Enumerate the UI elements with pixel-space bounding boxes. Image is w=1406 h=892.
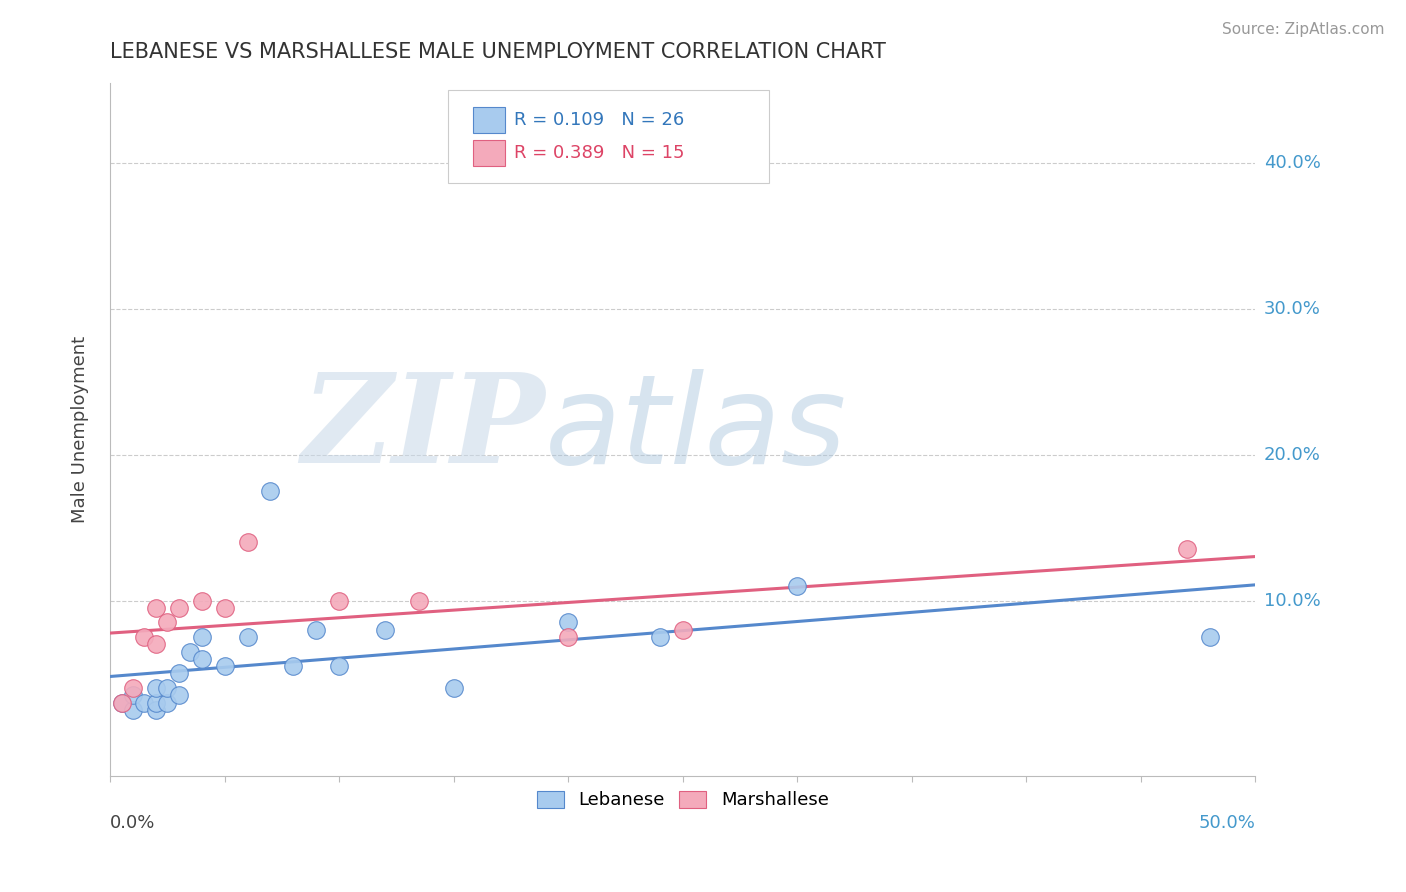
- Point: [156, 696, 179, 710]
- Text: R = 0.389   N = 15: R = 0.389 N = 15: [515, 144, 685, 161]
- Y-axis label: Male Unemployment: Male Unemployment: [72, 335, 89, 523]
- Point: [1175, 542, 1198, 557]
- Point: [156, 681, 179, 695]
- Point: [145, 696, 167, 710]
- Point: [1198, 630, 1220, 644]
- Text: LEBANESE VS MARSHALLESE MALE UNEMPLOYMENT CORRELATION CHART: LEBANESE VS MARSHALLESE MALE UNEMPLOYMEN…: [110, 42, 886, 62]
- Point: [236, 630, 259, 644]
- Text: 0.0%: 0.0%: [110, 814, 156, 832]
- Point: [122, 703, 145, 717]
- Point: [190, 593, 212, 607]
- Point: [167, 688, 190, 702]
- FancyBboxPatch shape: [474, 139, 505, 166]
- Point: [672, 623, 695, 637]
- Point: [145, 637, 167, 651]
- Point: [408, 593, 430, 607]
- Text: 50.0%: 50.0%: [1199, 814, 1256, 832]
- Point: [443, 681, 465, 695]
- Point: [214, 659, 236, 673]
- Point: [167, 600, 190, 615]
- Point: [122, 681, 145, 695]
- Point: [305, 623, 328, 637]
- Point: [179, 644, 201, 658]
- Point: [328, 593, 350, 607]
- Text: 20.0%: 20.0%: [1264, 446, 1320, 464]
- Point: [190, 652, 212, 666]
- Text: 40.0%: 40.0%: [1264, 154, 1320, 172]
- Point: [145, 681, 167, 695]
- Text: ZIP: ZIP: [301, 368, 546, 490]
- Point: [110, 696, 132, 710]
- Point: [145, 703, 167, 717]
- FancyBboxPatch shape: [449, 90, 769, 183]
- Point: [156, 615, 179, 630]
- Point: [374, 623, 396, 637]
- Point: [122, 688, 145, 702]
- Point: [236, 535, 259, 549]
- Point: [145, 600, 167, 615]
- Point: [214, 600, 236, 615]
- Point: [648, 630, 671, 644]
- Text: 10.0%: 10.0%: [1264, 591, 1320, 609]
- Text: Source: ZipAtlas.com: Source: ZipAtlas.com: [1222, 22, 1385, 37]
- Point: [283, 659, 305, 673]
- Point: [786, 579, 808, 593]
- Point: [557, 630, 579, 644]
- Point: [557, 615, 579, 630]
- FancyBboxPatch shape: [474, 107, 505, 133]
- Text: 30.0%: 30.0%: [1264, 300, 1320, 318]
- Text: atlas: atlas: [546, 368, 848, 490]
- Text: R = 0.109   N = 26: R = 0.109 N = 26: [515, 112, 685, 129]
- Point: [259, 484, 281, 499]
- Point: [328, 659, 350, 673]
- Point: [134, 696, 156, 710]
- Point: [134, 630, 156, 644]
- Legend: Lebanese, Marshallese: Lebanese, Marshallese: [527, 781, 838, 819]
- Point: [190, 630, 212, 644]
- Point: [110, 696, 132, 710]
- Point: [167, 666, 190, 681]
